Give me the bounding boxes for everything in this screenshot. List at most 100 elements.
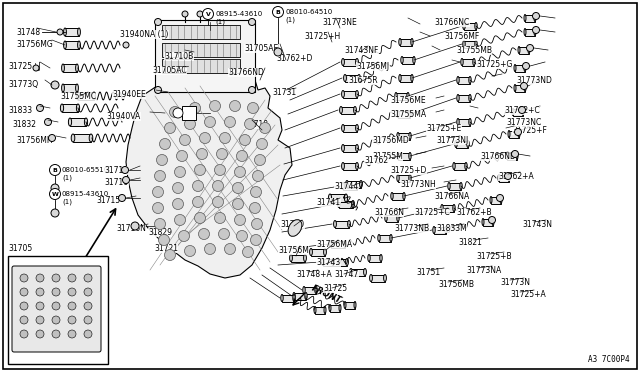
Circle shape bbox=[212, 196, 223, 208]
Text: 31756M: 31756M bbox=[278, 246, 309, 255]
Circle shape bbox=[84, 274, 92, 282]
Bar bbox=[282, 295, 294, 301]
Text: 31940EE: 31940EE bbox=[112, 90, 146, 99]
Bar bbox=[311, 248, 325, 256]
Ellipse shape bbox=[92, 92, 95, 100]
Circle shape bbox=[36, 105, 44, 112]
Circle shape bbox=[234, 167, 246, 177]
Circle shape bbox=[68, 302, 76, 310]
Ellipse shape bbox=[407, 93, 409, 99]
Ellipse shape bbox=[77, 28, 81, 36]
Circle shape bbox=[36, 330, 44, 338]
Text: 31743: 31743 bbox=[316, 258, 340, 267]
Ellipse shape bbox=[305, 292, 307, 299]
Ellipse shape bbox=[354, 301, 356, 308]
Text: 31773Q: 31773Q bbox=[8, 80, 38, 89]
Bar bbox=[456, 141, 468, 148]
Ellipse shape bbox=[473, 58, 475, 65]
Text: 31725+B: 31725+B bbox=[476, 252, 511, 261]
Ellipse shape bbox=[71, 134, 75, 142]
Ellipse shape bbox=[457, 77, 460, 83]
Ellipse shape bbox=[76, 104, 79, 112]
Text: 31766ND: 31766ND bbox=[228, 68, 264, 77]
Circle shape bbox=[205, 244, 216, 254]
Ellipse shape bbox=[463, 22, 465, 29]
Bar bbox=[515, 84, 525, 92]
Ellipse shape bbox=[514, 64, 516, 71]
Circle shape bbox=[49, 135, 56, 141]
Ellipse shape bbox=[290, 254, 292, 262]
Ellipse shape bbox=[342, 125, 344, 131]
Circle shape bbox=[177, 151, 188, 161]
Bar bbox=[491, 196, 501, 203]
Bar bbox=[509, 131, 519, 138]
Circle shape bbox=[152, 186, 163, 198]
Circle shape bbox=[36, 288, 44, 296]
Ellipse shape bbox=[524, 84, 526, 92]
Bar bbox=[78, 92, 94, 100]
Ellipse shape bbox=[506, 153, 508, 160]
Circle shape bbox=[68, 330, 76, 338]
Ellipse shape bbox=[534, 29, 536, 35]
Text: (1): (1) bbox=[285, 17, 295, 23]
Circle shape bbox=[154, 218, 166, 230]
Ellipse shape bbox=[68, 118, 72, 126]
Ellipse shape bbox=[457, 119, 460, 125]
Ellipse shape bbox=[332, 259, 334, 266]
Ellipse shape bbox=[328, 194, 332, 202]
Bar bbox=[513, 109, 523, 115]
Circle shape bbox=[175, 167, 186, 177]
Ellipse shape bbox=[324, 307, 326, 314]
Circle shape bbox=[159, 138, 170, 150]
Text: 31756MH: 31756MH bbox=[16, 136, 52, 145]
Ellipse shape bbox=[516, 153, 518, 160]
FancyBboxPatch shape bbox=[12, 266, 101, 352]
Circle shape bbox=[527, 45, 534, 51]
Ellipse shape bbox=[411, 38, 413, 45]
Bar bbox=[291, 254, 305, 262]
Text: 31725+E: 31725+E bbox=[426, 124, 461, 133]
Circle shape bbox=[255, 154, 266, 166]
Circle shape bbox=[184, 119, 195, 129]
Ellipse shape bbox=[403, 192, 405, 199]
Text: 31725+H: 31725+H bbox=[304, 32, 340, 41]
Text: 31725+A: 31725+A bbox=[510, 290, 546, 299]
Circle shape bbox=[49, 164, 61, 176]
Ellipse shape bbox=[397, 174, 399, 182]
Text: 31731: 31731 bbox=[272, 88, 296, 97]
Ellipse shape bbox=[413, 57, 415, 64]
Circle shape bbox=[195, 164, 205, 176]
Ellipse shape bbox=[378, 234, 380, 241]
Circle shape bbox=[209, 100, 221, 112]
Text: B: B bbox=[276, 10, 280, 15]
Bar bbox=[458, 77, 470, 83]
Ellipse shape bbox=[383, 275, 387, 282]
Text: 31725+F: 31725+F bbox=[512, 126, 547, 135]
Circle shape bbox=[274, 48, 282, 56]
Ellipse shape bbox=[409, 153, 412, 160]
Circle shape bbox=[198, 228, 209, 240]
Ellipse shape bbox=[84, 118, 88, 126]
Bar bbox=[155, 20, 255, 92]
Circle shape bbox=[20, 274, 28, 282]
Circle shape bbox=[154, 87, 161, 93]
Circle shape bbox=[193, 196, 204, 208]
Bar bbox=[483, 218, 493, 225]
Ellipse shape bbox=[356, 90, 358, 97]
Circle shape bbox=[154, 19, 161, 26]
Circle shape bbox=[164, 250, 175, 260]
Ellipse shape bbox=[356, 144, 358, 151]
Text: 31773NB: 31773NB bbox=[394, 224, 429, 233]
Text: 31725: 31725 bbox=[323, 284, 347, 293]
Ellipse shape bbox=[492, 218, 494, 225]
Ellipse shape bbox=[490, 196, 492, 203]
Ellipse shape bbox=[322, 259, 324, 266]
Circle shape bbox=[52, 274, 60, 282]
Ellipse shape bbox=[397, 215, 399, 221]
Ellipse shape bbox=[463, 41, 465, 48]
Bar bbox=[343, 90, 357, 97]
Circle shape bbox=[123, 42, 129, 48]
Text: (1): (1) bbox=[62, 199, 72, 205]
Bar bbox=[63, 64, 77, 72]
Ellipse shape bbox=[344, 74, 346, 81]
